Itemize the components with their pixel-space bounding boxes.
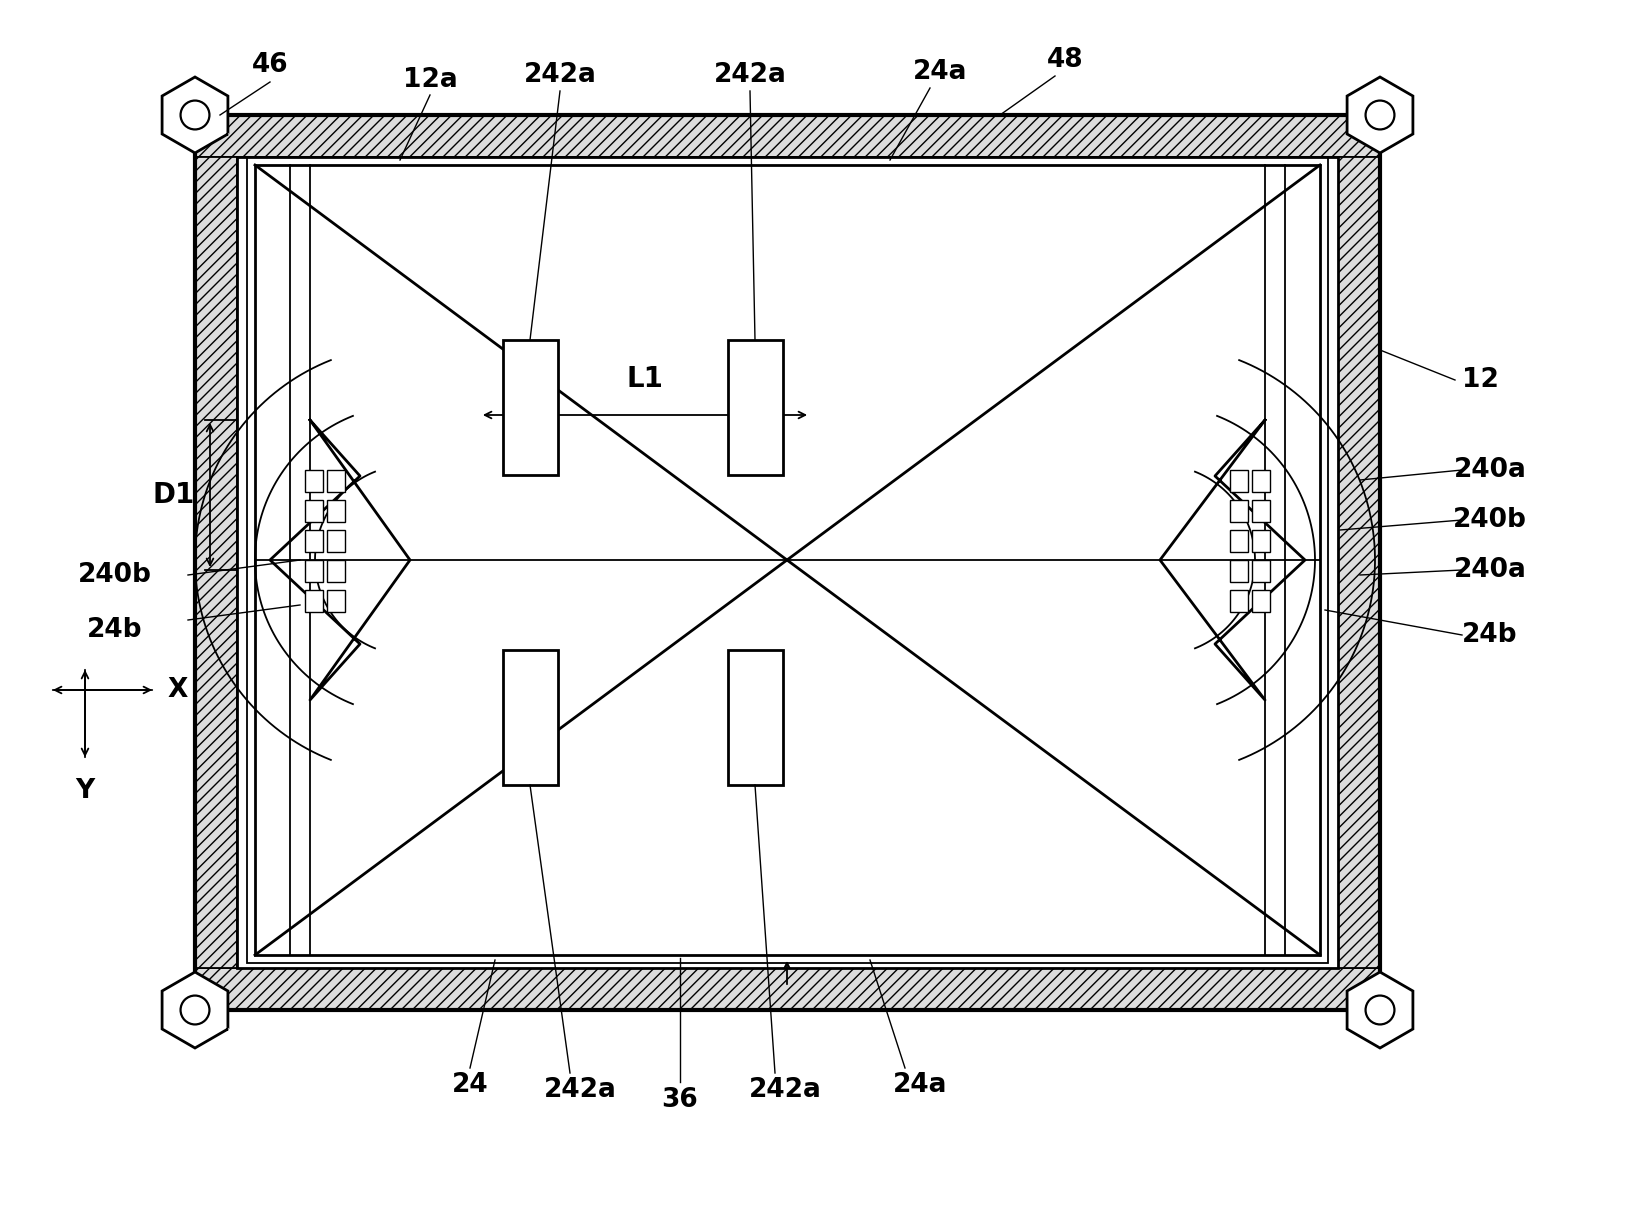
Circle shape bbox=[180, 100, 210, 129]
Text: 242a: 242a bbox=[749, 1077, 822, 1103]
Text: Y: Y bbox=[75, 779, 94, 804]
Bar bbox=[1337, 157, 1380, 968]
Polygon shape bbox=[162, 972, 228, 1048]
Text: 240a: 240a bbox=[1454, 557, 1526, 583]
Bar bbox=[1251, 501, 1271, 522]
Circle shape bbox=[180, 995, 210, 1024]
Text: 242a: 242a bbox=[523, 62, 596, 88]
Bar bbox=[195, 968, 1380, 1010]
Bar bbox=[1251, 590, 1271, 612]
Bar bbox=[306, 530, 323, 553]
Text: L1: L1 bbox=[627, 365, 663, 393]
Bar bbox=[728, 340, 783, 475]
Text: 240b: 240b bbox=[78, 562, 153, 588]
Bar bbox=[728, 650, 783, 785]
Bar bbox=[327, 530, 344, 553]
Bar bbox=[237, 157, 1337, 968]
Text: 12a: 12a bbox=[403, 66, 457, 93]
Text: 242a: 242a bbox=[713, 62, 786, 88]
Bar bbox=[255, 164, 1320, 955]
Circle shape bbox=[1365, 995, 1394, 1024]
Text: 36: 36 bbox=[661, 1087, 699, 1113]
Bar bbox=[327, 501, 344, 522]
Text: 46: 46 bbox=[252, 52, 288, 79]
Bar bbox=[306, 501, 323, 522]
Text: 24a: 24a bbox=[892, 1072, 947, 1098]
Bar bbox=[306, 590, 323, 612]
Bar bbox=[306, 470, 323, 492]
Bar bbox=[1251, 560, 1271, 582]
Bar bbox=[504, 340, 557, 475]
Bar bbox=[1230, 470, 1248, 492]
Text: 24a: 24a bbox=[913, 59, 967, 85]
Bar bbox=[327, 560, 344, 582]
Text: D1: D1 bbox=[153, 481, 195, 509]
Text: 24b: 24b bbox=[88, 617, 143, 643]
Text: 48: 48 bbox=[1046, 47, 1084, 73]
Text: 24: 24 bbox=[452, 1072, 488, 1098]
Text: 12: 12 bbox=[1461, 368, 1498, 393]
Bar bbox=[1230, 501, 1248, 522]
Polygon shape bbox=[162, 77, 228, 154]
Circle shape bbox=[1365, 100, 1394, 129]
Bar bbox=[306, 560, 323, 582]
Bar bbox=[327, 470, 344, 492]
Bar bbox=[1251, 530, 1271, 553]
Text: 24b: 24b bbox=[1462, 621, 1518, 648]
Bar bbox=[504, 650, 557, 785]
Bar bbox=[247, 157, 1328, 964]
Text: X: X bbox=[167, 677, 187, 702]
Bar bbox=[1230, 590, 1248, 612]
Text: 240a: 240a bbox=[1454, 457, 1526, 484]
Bar bbox=[195, 157, 237, 968]
Bar bbox=[195, 115, 1380, 157]
Bar bbox=[1251, 470, 1271, 492]
Polygon shape bbox=[1347, 972, 1412, 1048]
Text: 240b: 240b bbox=[1453, 507, 1528, 533]
Bar bbox=[1230, 560, 1248, 582]
Bar bbox=[1230, 530, 1248, 553]
Bar bbox=[327, 590, 344, 612]
Text: 242a: 242a bbox=[543, 1077, 616, 1103]
Polygon shape bbox=[1347, 77, 1412, 154]
Bar bbox=[195, 115, 1380, 1010]
